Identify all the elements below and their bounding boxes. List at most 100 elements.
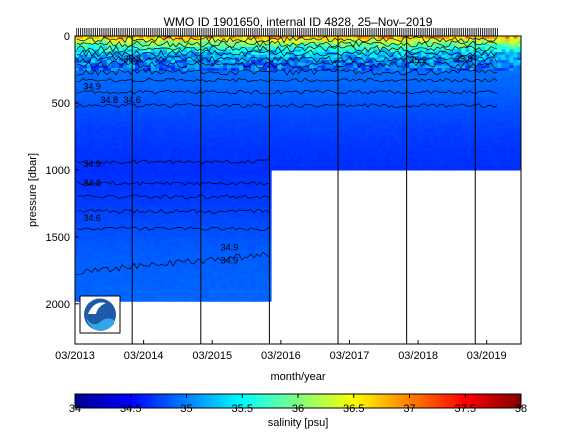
salinity-cell [91, 185, 96, 190]
salinity-cell [111, 252, 116, 257]
salinity-cell [187, 121, 192, 125]
salinity-cell [251, 269, 256, 273]
salinity-cell [99, 116, 104, 120]
salinity-cell [127, 285, 132, 289]
salinity-cell [127, 239, 132, 243]
salinity-cell [155, 298, 160, 302]
salinity-cell [183, 287, 188, 292]
salinity-cell [461, 36, 467, 40]
salinity-cell [163, 127, 168, 131]
salinity-cell [195, 263, 200, 267]
salinity-cell [103, 73, 108, 77]
salinity-cell [115, 277, 120, 281]
salinity-cell [187, 234, 192, 238]
salinity-cell [111, 102, 116, 107]
salinity-cell [147, 65, 152, 69]
salinity-cell [191, 100, 196, 104]
salinity-cell [139, 180, 144, 184]
salinity-cell [111, 274, 116, 278]
salinity-cell [259, 84, 264, 88]
salinity-cell [103, 215, 108, 219]
salinity-cell [79, 226, 84, 230]
salinity-cell [239, 185, 244, 190]
salinity-cell [187, 140, 192, 144]
salinity-cell [215, 199, 220, 203]
salinity-cell [199, 231, 204, 235]
salinity-cell [175, 73, 180, 77]
salinity-cell [159, 175, 164, 179]
salinity-cell [195, 234, 200, 238]
salinity-cell [211, 94, 216, 99]
salinity-cell [147, 78, 152, 83]
salinity-cell [103, 129, 108, 134]
salinity-cell [247, 185, 252, 190]
salinity-cell [119, 135, 124, 139]
salinity-cell [195, 271, 200, 275]
salinity-cell [171, 226, 176, 230]
salinity-cell [87, 220, 92, 225]
salinity-cell [259, 65, 264, 69]
salinity-cell [139, 119, 144, 123]
salinity-cell [215, 172, 220, 176]
salinity-cell [75, 65, 80, 69]
salinity-cell [167, 293, 172, 297]
salinity-cell [247, 167, 252, 171]
salinity-cell [191, 293, 196, 297]
salinity-cell [79, 86, 84, 91]
salinity-cell [87, 199, 92, 203]
salinity-cell [99, 260, 104, 265]
salinity-cell [155, 290, 160, 294]
salinity-cell [99, 89, 104, 93]
salinity-cell [449, 36, 455, 40]
salinity-cell [175, 277, 180, 281]
salinity-cell [155, 191, 160, 195]
salinity-cell [139, 220, 144, 225]
salinity-cell [207, 269, 212, 273]
salinity-cell [227, 44, 232, 48]
salinity-cell [111, 258, 116, 262]
salinity-cell [243, 215, 248, 219]
salinity-cell [115, 97, 120, 101]
salinity-cell [167, 290, 172, 294]
salinity-cell [223, 226, 228, 230]
salinity-cell [263, 57, 268, 61]
salinity-cell [79, 108, 84, 112]
salinity-cell [247, 234, 252, 238]
salinity-cell [95, 105, 100, 109]
salinity-cell [147, 266, 152, 270]
salinity-cell [215, 49, 220, 53]
salinity-cell [143, 76, 148, 80]
salinity-cell [243, 191, 248, 195]
salinity-cell [263, 228, 268, 233]
salinity-cell [103, 81, 108, 85]
salinity-cell [231, 274, 236, 278]
salinity-cell [243, 108, 248, 112]
salinity-cell [243, 207, 248, 211]
salinity-cell [207, 137, 212, 142]
salinity-cell [79, 129, 84, 134]
salinity-cell [159, 231, 164, 235]
salinity-cell [255, 188, 260, 192]
salinity-cell [187, 277, 192, 281]
salinity-cell [83, 263, 88, 267]
salinity-cell [83, 260, 88, 265]
salinity-cell [119, 250, 124, 254]
salinity-cell [239, 255, 244, 259]
salinity-cell [127, 191, 132, 195]
salinity-cell [239, 143, 244, 147]
salinity-cell [119, 215, 124, 219]
salinity-cell [131, 156, 136, 160]
salinity-cell [239, 105, 244, 109]
salinity-cell [247, 252, 252, 257]
salinity-cell [87, 177, 92, 182]
salinity-cell [163, 65, 168, 69]
salinity-cell [131, 290, 136, 294]
salinity-cell [243, 231, 248, 235]
salinity-cell [255, 234, 260, 238]
salinity-cell [243, 73, 248, 77]
salinity-cell [115, 145, 120, 150]
salinity-cell [79, 212, 84, 217]
salinity-cell [95, 282, 100, 286]
salinity-cell [99, 105, 104, 109]
salinity-cell [191, 127, 196, 131]
